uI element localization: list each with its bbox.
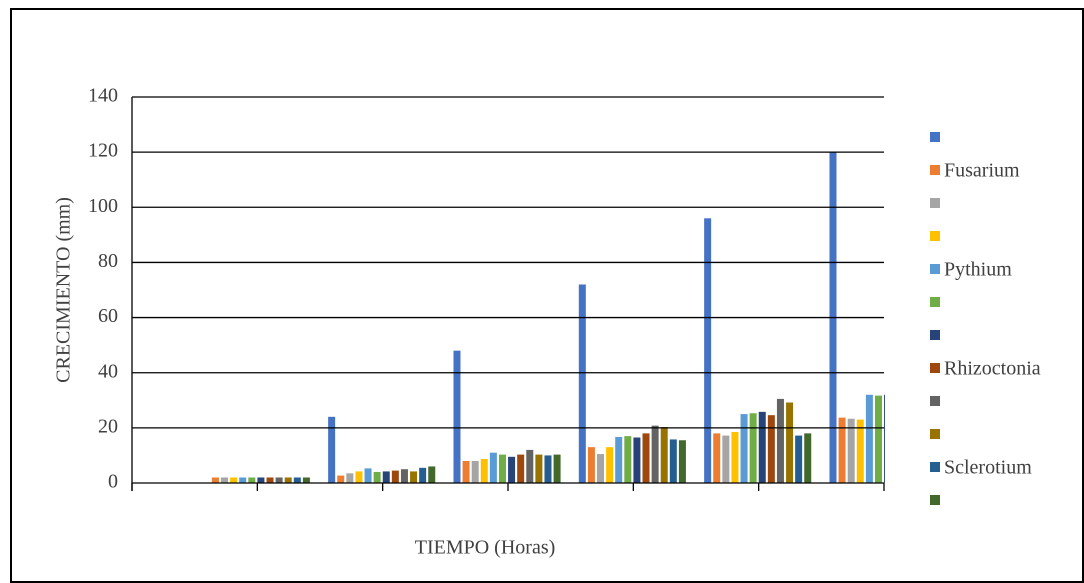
bar xyxy=(211,477,219,483)
bar xyxy=(804,433,812,483)
bar xyxy=(453,350,461,483)
bar xyxy=(758,411,766,483)
bar xyxy=(713,433,721,483)
bar xyxy=(651,425,659,483)
bar xyxy=(382,471,390,483)
bar xyxy=(302,477,310,483)
legend-swatch xyxy=(930,297,940,307)
bar xyxy=(731,431,739,483)
bar xyxy=(786,402,794,483)
bar xyxy=(578,284,586,483)
bar xyxy=(346,473,354,483)
y-tick-label: 120 xyxy=(88,140,118,162)
bar xyxy=(704,218,712,484)
bar xyxy=(400,469,408,483)
bar xyxy=(239,477,247,483)
bar xyxy=(660,427,668,483)
bar xyxy=(462,460,470,483)
bar xyxy=(553,454,561,483)
bar xyxy=(337,475,345,483)
bar xyxy=(328,416,336,483)
bar xyxy=(749,413,757,483)
bar xyxy=(248,477,256,483)
bar xyxy=(678,440,686,483)
bar xyxy=(633,437,641,483)
legend-label: Sclerotium xyxy=(944,457,1032,479)
legend-swatch xyxy=(930,462,940,472)
legend-swatch xyxy=(930,231,940,241)
legend-label: Pythium xyxy=(944,259,1012,281)
bar xyxy=(722,435,730,483)
bar xyxy=(410,471,418,483)
bar xyxy=(275,477,283,483)
legend-swatch xyxy=(930,429,940,439)
bar xyxy=(419,467,427,483)
bar xyxy=(669,439,677,483)
bar xyxy=(373,471,381,483)
legend-swatch xyxy=(930,132,940,142)
chart-border xyxy=(10,8,1084,583)
bar xyxy=(526,449,534,483)
y-tick-label: 40 xyxy=(98,360,118,382)
bar xyxy=(740,414,748,483)
bar xyxy=(587,447,595,483)
bar xyxy=(544,455,552,483)
legend-swatch xyxy=(930,165,940,175)
bar xyxy=(795,435,803,483)
bar xyxy=(535,454,543,483)
bar xyxy=(767,415,775,483)
bar xyxy=(355,471,363,483)
bar xyxy=(230,477,238,483)
y-tick-label: 140 xyxy=(88,85,118,107)
bar xyxy=(428,466,436,483)
legend-swatch xyxy=(930,330,940,340)
bar xyxy=(498,454,506,483)
bar xyxy=(257,477,265,483)
bar xyxy=(480,459,488,483)
bar xyxy=(221,477,229,483)
y-axis-label: CRECIMIENTO (mm) xyxy=(53,197,75,383)
bar xyxy=(838,417,846,483)
legend-swatch xyxy=(930,264,940,274)
y-tick-label: 100 xyxy=(88,195,118,217)
legend-swatch xyxy=(930,396,940,406)
y-tick-label: 20 xyxy=(98,415,118,437)
y-tick-label: 0 xyxy=(108,471,118,493)
bar xyxy=(508,456,516,483)
legend-swatch xyxy=(930,363,940,373)
legend-label: Fusarium xyxy=(944,160,1020,182)
y-tick-label: 60 xyxy=(98,305,118,327)
bar xyxy=(615,436,623,483)
bar xyxy=(489,452,497,483)
legend-swatch xyxy=(930,495,940,505)
bar xyxy=(517,454,525,483)
legend-swatch xyxy=(930,198,940,208)
y-tick-label: 80 xyxy=(98,250,118,272)
bar xyxy=(471,460,479,483)
bar xyxy=(624,436,632,483)
x-axis-label: TIEMPO (Horas) xyxy=(415,537,556,559)
bar xyxy=(391,470,399,483)
bar xyxy=(597,454,605,483)
bar xyxy=(293,477,301,483)
bar xyxy=(856,419,864,483)
bar xyxy=(606,447,614,483)
bar xyxy=(776,398,784,483)
bar xyxy=(364,468,372,483)
bar xyxy=(874,395,882,483)
bar xyxy=(884,394,885,483)
plot-area xyxy=(211,152,885,484)
bar xyxy=(284,477,292,483)
bar xyxy=(266,477,274,483)
bar xyxy=(865,394,873,483)
bar xyxy=(847,418,855,483)
bar xyxy=(642,433,650,483)
legend-label: Rhizoctonia xyxy=(944,358,1041,380)
